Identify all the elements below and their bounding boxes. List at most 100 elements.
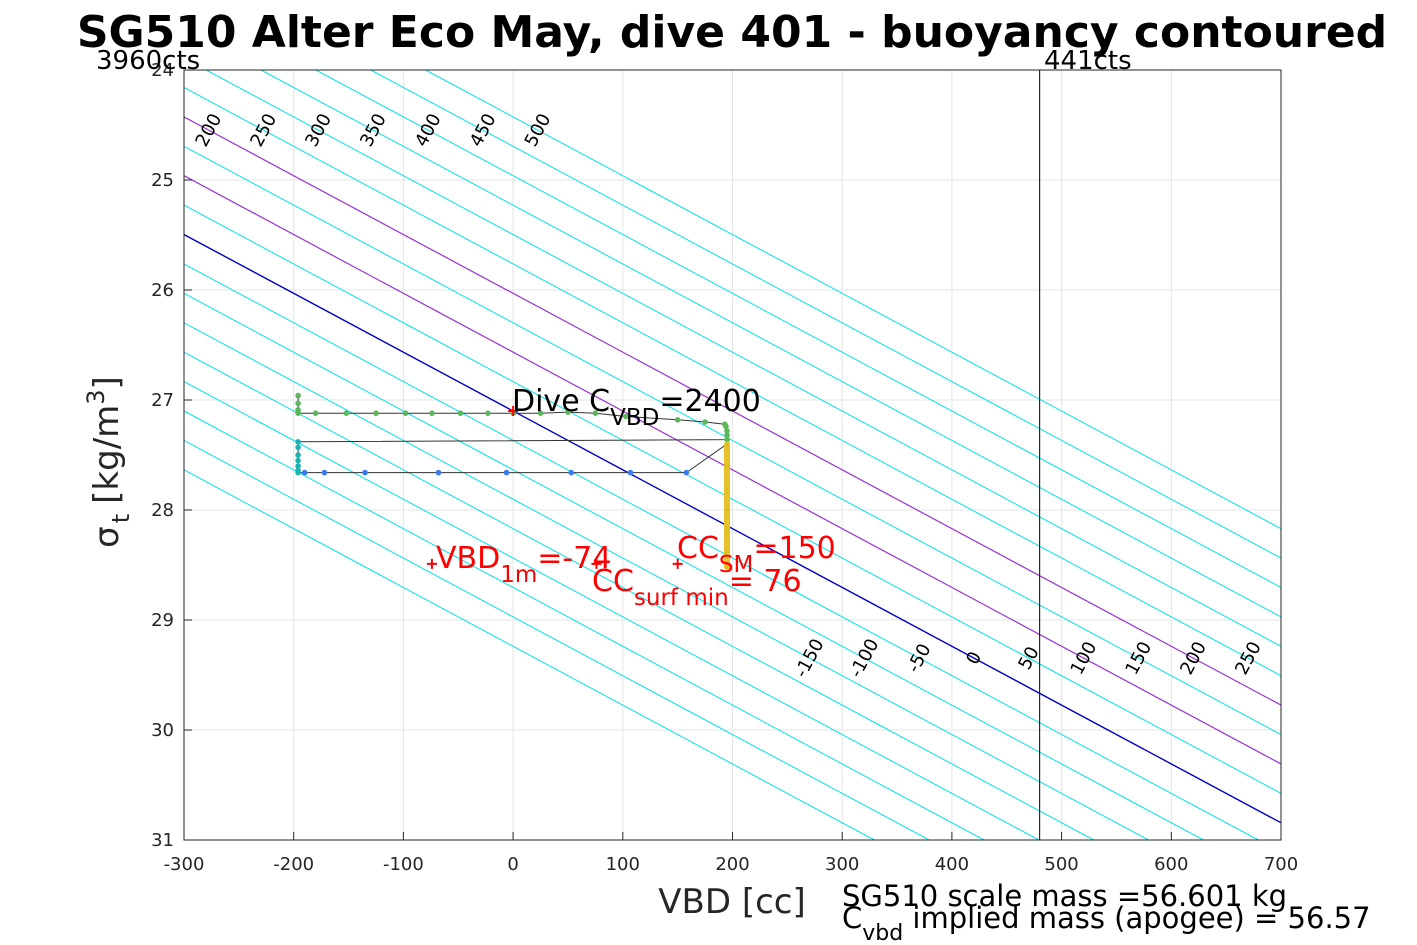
data-point	[295, 439, 301, 445]
x-tick-label: -300	[164, 854, 205, 875]
data-point	[724, 436, 730, 443]
data-point	[373, 410, 379, 417]
x-tick-label: 400	[935, 854, 969, 875]
data-point	[568, 469, 575, 476]
x-tick-label: 200	[715, 854, 749, 875]
data-point	[565, 409, 571, 415]
data-point	[301, 469, 308, 476]
contour-label-bottom: 0	[962, 648, 986, 668]
data-point	[724, 428, 730, 434]
data-point	[295, 410, 301, 417]
data-point	[295, 457, 301, 464]
data-point	[295, 400, 301, 407]
data-point	[724, 507, 730, 513]
vbd-1m-annotation: VBD1m=-74	[436, 541, 611, 588]
x-tick-label: 700	[1264, 854, 1298, 875]
dive-c-sub: VBD	[610, 405, 659, 431]
data-point	[312, 410, 319, 417]
dive-cvbd-annotation: Dive CVBD=2400	[512, 384, 761, 431]
data-point	[362, 469, 368, 476]
contour-label-top: 400	[411, 110, 446, 150]
contour-label-bottom: -100	[846, 635, 884, 681]
cc-surf-value: = 76	[729, 564, 802, 599]
y-tick-label: 28	[151, 500, 174, 521]
data-point	[295, 392, 301, 399]
cc-surf-text: CC	[592, 564, 634, 599]
profile-trace	[297, 395, 728, 568]
scale-mass-text: SG510 scale mass =56.601 kg	[842, 879, 1287, 913]
data-point	[429, 410, 435, 417]
data-point	[295, 463, 301, 469]
data-point	[724, 551, 730, 557]
contour-label-bottom: 150	[1121, 638, 1156, 678]
y-axis-symbol: σ	[87, 526, 127, 548]
contour-label-top: 300	[301, 110, 336, 150]
contour-line	[184, 439, 930, 840]
y-tick-label: 24	[151, 60, 174, 81]
data-point	[295, 452, 301, 458]
markers	[426, 406, 683, 569]
cc-sm-sub: SM	[719, 552, 753, 578]
x-tick-label: 500	[1044, 854, 1078, 875]
implied-mass-value: implied mass (apogee) = 56.57	[903, 901, 1370, 935]
cc-surf-sub: surf min	[634, 585, 729, 611]
contour-line	[184, 145, 1281, 736]
data-point	[295, 469, 301, 476]
contour-line	[315, 70, 1281, 589]
implied-mass-text: Cvbd implied mass (apogee) = 56.57	[842, 901, 1371, 945]
data-point	[724, 529, 730, 535]
dive-c-value: =2400	[659, 384, 760, 419]
contour-label-bottom: 100	[1067, 638, 1102, 678]
data-point	[402, 410, 409, 417]
x-tick-label: 300	[825, 854, 859, 875]
x-tick-label: 100	[606, 854, 640, 875]
contour-line	[425, 70, 1281, 530]
data-point	[724, 432, 730, 439]
x-tick-label: 600	[1154, 854, 1188, 875]
data-point	[627, 469, 634, 476]
data-point	[674, 417, 681, 423]
contour-line	[184, 351, 1094, 840]
data-point	[702, 419, 708, 425]
x-tick-labels: -300 -200 -100 0 100 200 300 400 500 600 700	[164, 832, 1298, 875]
implied-mass-c: C	[842, 901, 862, 935]
marker-cc-sm	[672, 558, 683, 569]
vbd-1m-value: =-74	[537, 541, 611, 576]
contour-label-top: 350	[356, 110, 391, 150]
y-tick-label: 25	[151, 170, 174, 191]
data-point	[723, 423, 729, 430]
dive-c-text: Dive C	[512, 384, 610, 419]
data-point	[537, 410, 544, 417]
x-tick-label: -200	[273, 854, 314, 875]
x-tick-label: -100	[383, 854, 424, 875]
contour-line	[184, 469, 875, 840]
x-axis-label: VBD [cc]	[658, 882, 806, 922]
marker-cc-surf-min	[591, 558, 602, 569]
cc-sm-annotation: CCSM=150	[677, 531, 836, 578]
y-axis-label: σt [kg/m3]	[82, 376, 135, 548]
data-point	[592, 410, 599, 417]
implied-mass-sub: vbd	[862, 921, 903, 945]
contour-line	[184, 322, 1149, 840]
data-point	[683, 469, 690, 476]
data-point	[295, 444, 301, 451]
contour-line	[184, 381, 1040, 840]
cc-sm-value: =150	[753, 531, 835, 566]
contour-label-bottom: -50	[903, 640, 935, 676]
data-point	[457, 410, 464, 417]
data-point	[623, 413, 629, 420]
y-axis-close: ]	[87, 376, 127, 389]
counts-right-label: 441cts	[1044, 46, 1132, 76]
data-point	[485, 410, 491, 417]
vbd-1m-text: VBD	[436, 541, 500, 576]
contour-line	[184, 86, 1281, 677]
contour-label-bottom: -150	[791, 635, 829, 681]
contour-label-top: 500	[521, 110, 556, 150]
contour-label-top: 250	[246, 110, 281, 150]
data-point	[343, 410, 350, 417]
y-tick-label: 26	[151, 280, 174, 301]
contour-label-bottom: 250	[1231, 638, 1266, 678]
data-point	[321, 469, 328, 476]
contour-label-top: 450	[466, 110, 501, 150]
